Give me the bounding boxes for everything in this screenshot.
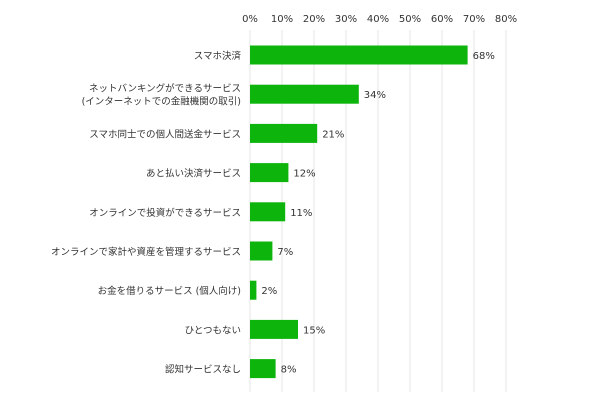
category-label: ネットバンキングができるサービス (89, 83, 241, 95)
bar (250, 319, 298, 339)
bar (250, 123, 318, 143)
x-axis-ticks: 0% 10% 20% 30% 40% 50% 60% 70% 80% (242, 14, 517, 25)
data-label: 11% (290, 208, 312, 219)
data-label: 8% (281, 365, 297, 376)
bar (250, 241, 273, 261)
category-label: お金を借りるサービス (個人向け) (98, 285, 241, 297)
category-label: (インターネットでの金融機関の取引) (82, 96, 241, 108)
x-tick-label: 40% (367, 14, 389, 25)
data-label: 21% (322, 129, 344, 140)
bar (250, 163, 289, 183)
category-label: スマホ同士での個人間送金サービス (89, 128, 241, 140)
x-tick-label: 10% (271, 14, 293, 25)
bar (250, 84, 359, 104)
bar (250, 359, 276, 379)
category-label: あと払い決済サービス (146, 168, 241, 180)
category-label: 認知サービスなし (165, 364, 241, 376)
data-label: 12% (293, 169, 315, 180)
bar (250, 202, 286, 222)
data-label: 7% (277, 247, 293, 258)
category-label: オンラインで家計や資産を管理するサービス (51, 246, 241, 258)
category-label: ひとつもない (185, 325, 241, 336)
x-tick-label: 70% (463, 14, 485, 25)
x-tick-label: 20% (303, 14, 325, 25)
bars (250, 45, 468, 379)
x-tick-label: 80% (495, 14, 517, 25)
data-label: 15% (303, 325, 325, 336)
category-label: スマホ決済 (194, 50, 242, 62)
bar (250, 280, 257, 300)
category-label: オンラインで投資ができるサービス (89, 207, 241, 219)
data-label: 2% (261, 286, 277, 297)
data-label: 68% (473, 51, 495, 62)
data-label: 34% (364, 90, 386, 101)
x-tick-label: 30% (335, 14, 357, 25)
value-labels: 68% 34% 21% 12% 11% 7% 2% 15% 8% (261, 51, 494, 376)
bar (250, 45, 468, 65)
x-tick-label: 60% (431, 14, 453, 25)
x-tick-label: 50% (399, 14, 421, 25)
x-tick-label: 0% (242, 14, 258, 25)
